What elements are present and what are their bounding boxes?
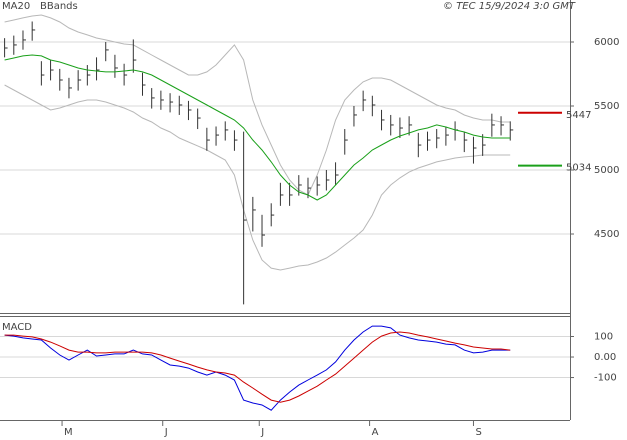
annotation: © TEC 15/9/2024 3:0 GMT xyxy=(443,1,576,12)
x-tick-label: A xyxy=(372,427,379,438)
y-tick-label: 0.00 xyxy=(594,352,616,363)
x-tick-label: S xyxy=(475,427,481,438)
y-tick-label: 5500 xyxy=(594,101,619,112)
x-tick-label: J xyxy=(164,427,168,438)
panel-title: MACD xyxy=(2,322,32,333)
legend-entry: BBands xyxy=(40,1,78,12)
level-label: 5034 xyxy=(566,163,591,174)
level-label: 5447 xyxy=(566,110,591,121)
y-tick-label: 6000 xyxy=(594,37,619,48)
legend-entry: MA20 xyxy=(2,1,30,12)
macd-line xyxy=(4,325,511,411)
bollinger-lower xyxy=(4,84,511,271)
y-tick-label: -100 xyxy=(594,373,617,384)
bollinger-upper xyxy=(4,14,511,196)
y-tick-label: 5000 xyxy=(594,165,619,176)
ma-line xyxy=(4,54,511,201)
y-tick-label: 100 xyxy=(594,332,613,343)
macd-line xyxy=(4,331,511,403)
x-tick-label: J xyxy=(260,427,264,438)
x-tick-label: M xyxy=(64,427,73,438)
y-tick-label: 4500 xyxy=(594,229,619,240)
